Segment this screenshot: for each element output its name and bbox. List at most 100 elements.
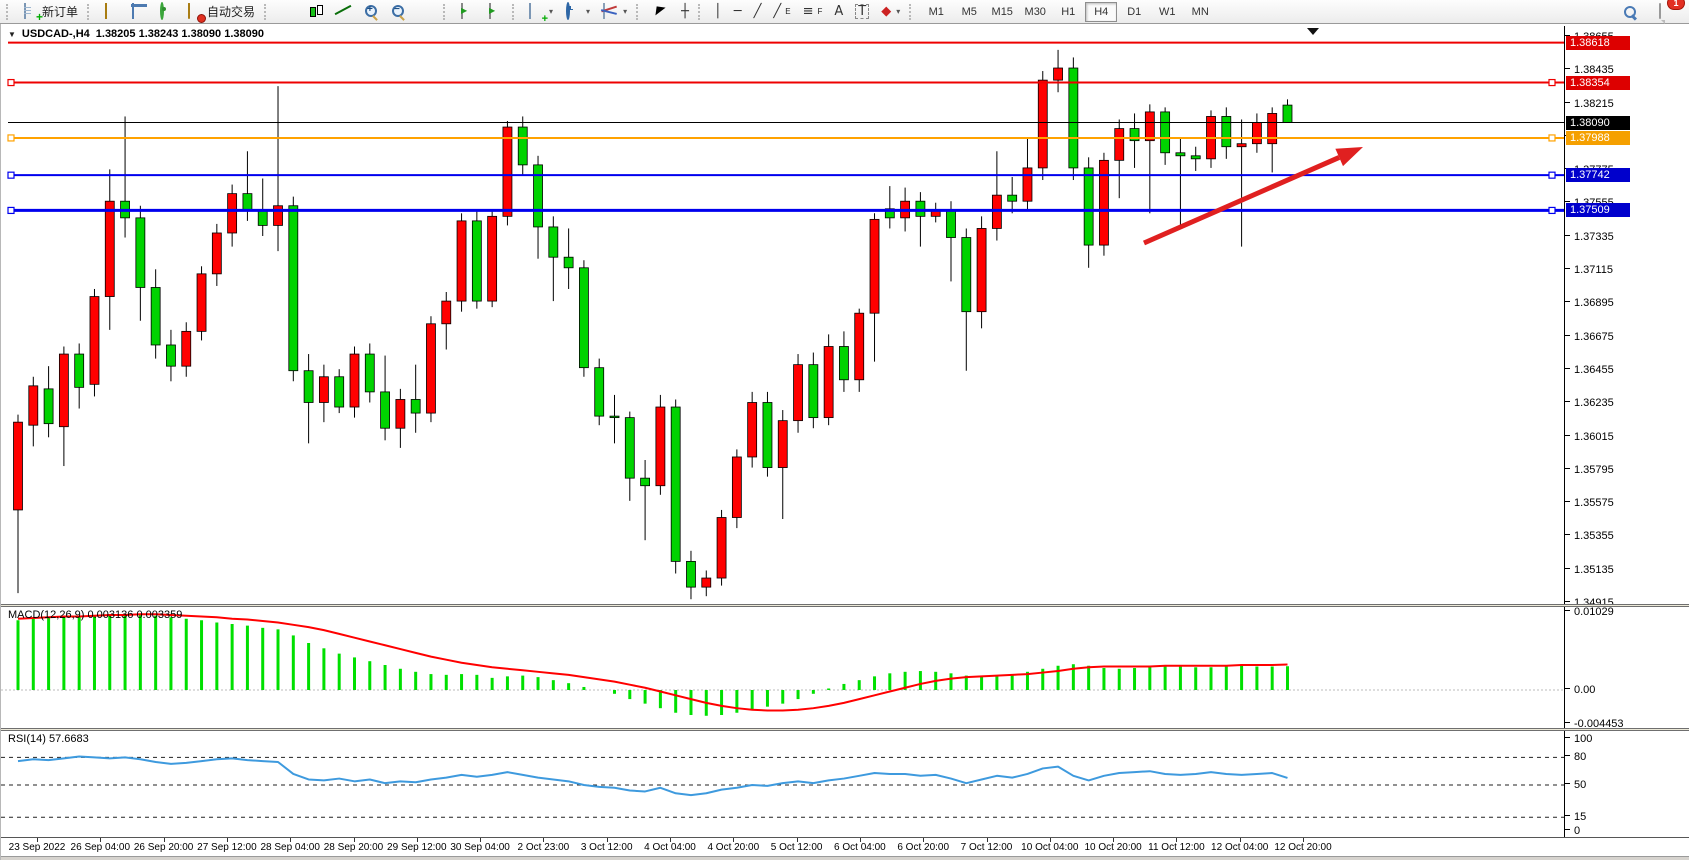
- line-handle[interactable]: [1548, 134, 1556, 142]
- fibonacci-tool[interactable]: ≡ F: [798, 1, 828, 23]
- auto-trading-button[interactable]: 自动交易: [182, 1, 260, 23]
- candle-down: [242, 193, 253, 211]
- candle-down: [609, 415, 620, 419]
- candle-down: [686, 560, 696, 588]
- trendline-tool[interactable]: ╱: [749, 1, 767, 23]
- candle-up: [1053, 67, 1063, 81]
- fibo-letter: F: [817, 7, 823, 16]
- candle-up: [655, 406, 666, 487]
- profile-next-button[interactable]: [482, 1, 508, 23]
- vertical-line-tool[interactable]: │: [709, 1, 727, 23]
- candle-up: [318, 376, 329, 403]
- toolbar: 新订单 自动交易 + − ▾ ▾ ▾ ┼ │ ─ ╱ ╱E ≡F A T: [0, 0, 1689, 24]
- timeframe-m30[interactable]: M30: [1024, 5, 1046, 18]
- chart-symbol-period: USDCAD-,H4: [21, 28, 90, 40]
- time-tick-label: 2 Oct 23:00: [517, 842, 570, 853]
- candle-up: [976, 228, 987, 313]
- time-tick-label: 7 Oct 12:00: [960, 842, 1013, 853]
- time-tick-label: 12 Oct 20:00: [1274, 842, 1332, 853]
- price-tick-label: 1.35575: [1574, 497, 1614, 510]
- bar-chart-button[interactable]: [275, 1, 301, 23]
- candle-up: [1251, 122, 1262, 145]
- timeframe-mn[interactable]: MN: [1191, 5, 1209, 18]
- pane-splitter[interactable]: [1, 604, 1689, 607]
- time-axis[interactable]: 23 Sep 2022 26 Sep 04:00 26 Sep 20:00 27 Se…: [1, 837, 1689, 856]
- indicators-dropdown[interactable]: ▾: [597, 1, 632, 23]
- navigator-button[interactable]: [154, 1, 180, 23]
- search-icon: [1623, 5, 1637, 19]
- candle-up: [1267, 113, 1278, 145]
- new-chart-dropdown[interactable]: ▾: [523, 1, 558, 23]
- price-tick-label: 1.36675: [1574, 330, 1614, 343]
- timeframe-h4[interactable]: H4: [1085, 1, 1118, 22]
- line-handle[interactable]: [1548, 171, 1556, 179]
- time-tick-label: 26 Sep 20:00: [133, 842, 194, 853]
- timeframe-h1[interactable]: H1: [1061, 5, 1076, 18]
- trend-arrow-head: [1335, 147, 1363, 167]
- new-order-button[interactable]: 新订单: [17, 1, 83, 23]
- candle-down: [594, 367, 605, 417]
- candle-up: [1144, 111, 1155, 142]
- crosshair-tool-button[interactable]: ┼: [676, 1, 694, 23]
- cursor-tool-button[interactable]: [647, 1, 674, 23]
- zoom-out-icon: −: [392, 4, 405, 18]
- candle-down: [670, 406, 681, 562]
- candle-up: [777, 420, 788, 468]
- line-chart-button[interactable]: [331, 1, 357, 23]
- timeframe-d1[interactable]: D1: [1127, 5, 1142, 18]
- chart-plot[interactable]: [1, 24, 1564, 860]
- clock-icon: [566, 1, 571, 20]
- line-handle[interactable]: [7, 134, 15, 142]
- candle-down: [334, 376, 345, 408]
- candlestick-chart-button[interactable]: [303, 1, 329, 23]
- timeframe-w1[interactable]: W1: [1158, 5, 1176, 18]
- timeframe-m5[interactable]: M5: [961, 5, 977, 18]
- line-handle[interactable]: [7, 206, 15, 215]
- candle-down: [74, 353, 85, 388]
- toolbar-right: 1: [1617, 0, 1685, 23]
- channel-letter: E: [785, 7, 791, 16]
- profile-button[interactable]: [454, 1, 480, 23]
- toolbar-grip: [443, 3, 448, 20]
- line-handle[interactable]: [7, 171, 15, 179]
- pane-splitter[interactable]: [1, 728, 1689, 731]
- timeframe-m15[interactable]: M15: [991, 5, 1013, 18]
- period-dropdown[interactable]: ▾: [560, 1, 595, 23]
- candle-down: [257, 209, 268, 226]
- channel-tool[interactable]: ╱ E: [768, 1, 795, 23]
- zoom-in-button[interactable]: +: [359, 1, 384, 23]
- candle-up: [701, 577, 712, 588]
- gold-diamond-icon: [105, 2, 108, 19]
- search-button[interactable]: [1617, 1, 1643, 23]
- candle-down: [640, 477, 650, 487]
- candle-down: [1129, 128, 1140, 142]
- horizontal-line-tool[interactable]: ─: [729, 1, 747, 23]
- line-handle[interactable]: [1548, 78, 1556, 87]
- arrows-dropdown[interactable]: ◆ ▾: [881, 4, 901, 19]
- timeframe-m1[interactable]: M1: [928, 5, 944, 18]
- trend-arrow[interactable]: [1142, 155, 1341, 246]
- line-handle[interactable]: [1548, 206, 1556, 215]
- price-axis[interactable]: 1.386551.384351.382151.379951.377751.375…: [1564, 26, 1689, 838]
- notifications-button[interactable]: 1: [1653, 0, 1685, 23]
- time-tick-label: 11 Oct 12:00: [1148, 842, 1205, 853]
- candlesticks: [13, 49, 1293, 600]
- candle-down: [946, 209, 956, 238]
- line-handle[interactable]: [7, 78, 15, 87]
- channel-icon: ╱: [773, 4, 782, 19]
- rsi-label: RSI(14) 57.6683: [8, 733, 89, 745]
- text-label-tool[interactable]: T: [850, 1, 874, 23]
- candle-down: [961, 237, 972, 313]
- text-tool[interactable]: A: [829, 1, 848, 23]
- candle-down: [135, 217, 146, 288]
- candle-up: [58, 353, 69, 428]
- chart-dropdown-icon[interactable]: ▼: [8, 29, 16, 39]
- data-window-button[interactable]: [126, 1, 152, 23]
- price-tick-label: 1.36235: [1574, 397, 1614, 410]
- zoom-out-button[interactable]: −: [386, 1, 411, 23]
- toolbar-grip[interactable]: [6, 3, 11, 20]
- macd-axis-label: 0.00: [1574, 684, 1596, 696]
- tile-windows-button[interactable]: [413, 1, 439, 23]
- market-watch-button[interactable]: [98, 1, 124, 23]
- chart-shift-marker[interactable]: [1307, 28, 1319, 35]
